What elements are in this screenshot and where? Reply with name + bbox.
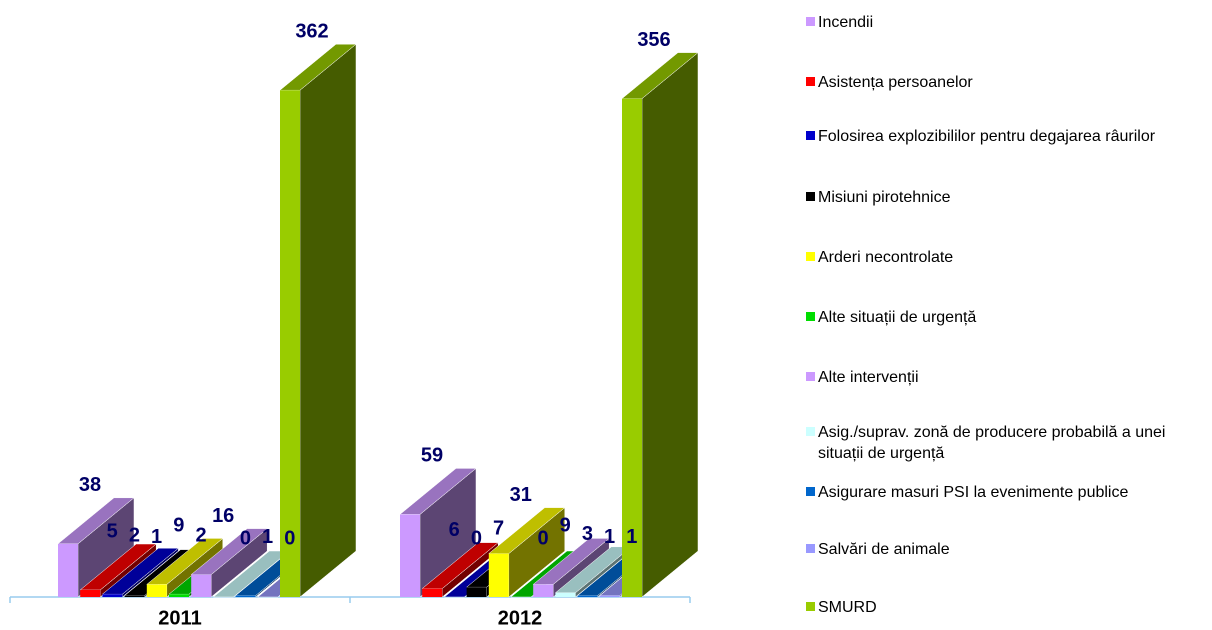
data-label: 16 [212,505,234,527]
bar [621,52,699,598]
data-label: 3 [582,523,593,545]
data-label: 59 [421,445,443,467]
data-label: 9 [173,515,184,537]
bar-front [146,584,167,597]
data-label: 1 [604,526,615,548]
legend-item: Asig./suprav. zonă de producere probabil… [806,422,1201,464]
bar [399,467,477,598]
data-label: 2 [129,524,140,546]
legend-label: Salvări de animale [818,541,950,558]
bar-front [235,595,256,597]
data-label: 2 [195,524,206,546]
legend-swatch [806,487,815,496]
bar-front [422,588,443,597]
bar [79,543,157,598]
legend-label: Asig./suprav. zonă de producere probabil… [818,424,1166,462]
legend-swatch [806,252,815,261]
legend-label: Misiuni pirotehnice [818,189,951,206]
bar [532,537,610,598]
data-label: 38 [79,474,101,496]
data-label: 356 [637,29,670,51]
legend-item: Alte intervenții [806,367,1201,388]
bar-side [299,43,357,598]
bar-front [488,553,509,597]
bar-front [533,584,554,597]
legend-item: Misiuni pirotehnice [806,187,1201,208]
data-label: 0 [471,527,482,549]
legend-swatch [806,192,815,201]
bar-front [191,574,212,597]
legend-swatch [806,312,815,321]
bar-front [577,595,598,597]
legend-item: Arderi necontrolate [806,247,1201,268]
x-tick-label: 2011 [158,607,201,629]
legend-swatch [806,602,815,611]
data-label: 9 [560,515,571,537]
legend-swatch [806,17,815,26]
bar [101,547,180,598]
data-label: 5 [107,520,118,542]
legend-label: Asistența persoanelor [818,74,973,91]
legend-item: Folosirea explozibililor pentru degajare… [806,126,1201,147]
legend-item: Asistența persoanelor [806,72,1201,93]
bar-front [400,514,420,597]
bar-front [124,595,145,597]
data-label: 362 [295,20,328,42]
bar-front [622,98,642,597]
data-label: 31 [510,484,532,506]
legend-item: Salvări de animale [806,539,1201,560]
data-label: 1 [626,526,637,548]
legend-label: Incendii [818,14,874,31]
legend-swatch [806,131,815,140]
bar [146,537,224,598]
data-label: 1 [151,526,162,548]
bar-front [58,543,78,597]
legend-item: SMURD [806,597,1201,618]
legend-label: Alte intervenții [818,369,919,386]
bar-front [169,594,189,597]
data-label: 6 [449,519,460,541]
bar-front [80,590,101,597]
data-label: 0 [284,527,295,549]
legend-label: Alte situații de urgență [818,309,977,326]
legend-label: Asigurare masuri PSI la evenimente publi… [818,484,1129,501]
bar [488,507,566,598]
bar [421,542,499,598]
bar-front [102,594,123,597]
bar-front [555,592,576,597]
bar-front [280,90,300,597]
legend-label: SMURD [818,599,877,616]
bar-front [466,587,487,597]
data-label: 0 [240,527,251,549]
legend-swatch [806,427,815,436]
bar-front [599,595,620,597]
legend-swatch [806,372,815,381]
bar [279,43,357,598]
legend-swatch [806,544,815,553]
legend-swatch [806,77,815,86]
legend-label: Folosirea explozibililor pentru degajare… [818,128,1156,145]
data-label: 7 [493,517,504,539]
legend-item: Incendii [806,12,1201,33]
bar [190,528,268,598]
data-label: 1 [262,526,273,548]
data-label: 0 [537,527,548,549]
legend-label: Arderi necontrolate [818,249,954,266]
bar-side [641,52,699,598]
legend-item: Asigurare masuri PSI la evenimente publi… [806,482,1201,503]
legend-item: Alte situații de urgență [806,307,1201,328]
x-tick-label: 2012 [498,607,543,629]
